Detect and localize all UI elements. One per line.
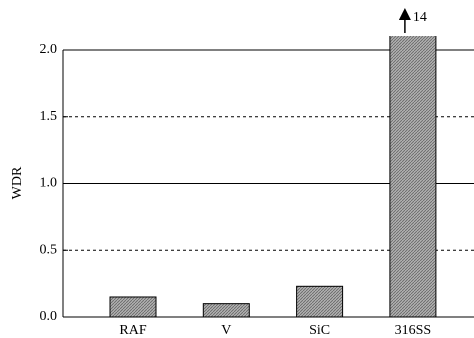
bar	[109, 296, 157, 318]
y-tick-label: 2.0	[40, 42, 58, 57]
x-tick-label: RAF	[119, 323, 146, 338]
value-label: 14	[413, 10, 427, 25]
bar	[389, 36, 437, 318]
bar	[296, 285, 344, 318]
y-axis-label: WDR	[10, 166, 25, 199]
y-tick-label: 0.5	[40, 242, 58, 257]
x-tick-label: 316SS	[395, 323, 432, 338]
bar	[202, 303, 250, 318]
y-tick-label: 0.0	[40, 309, 58, 324]
x-tick-label: SiC	[309, 323, 330, 338]
x-tick-label: V	[221, 323, 231, 338]
y-tick-label: 1.0	[40, 176, 58, 191]
y-tick-label: 1.5	[40, 109, 58, 124]
